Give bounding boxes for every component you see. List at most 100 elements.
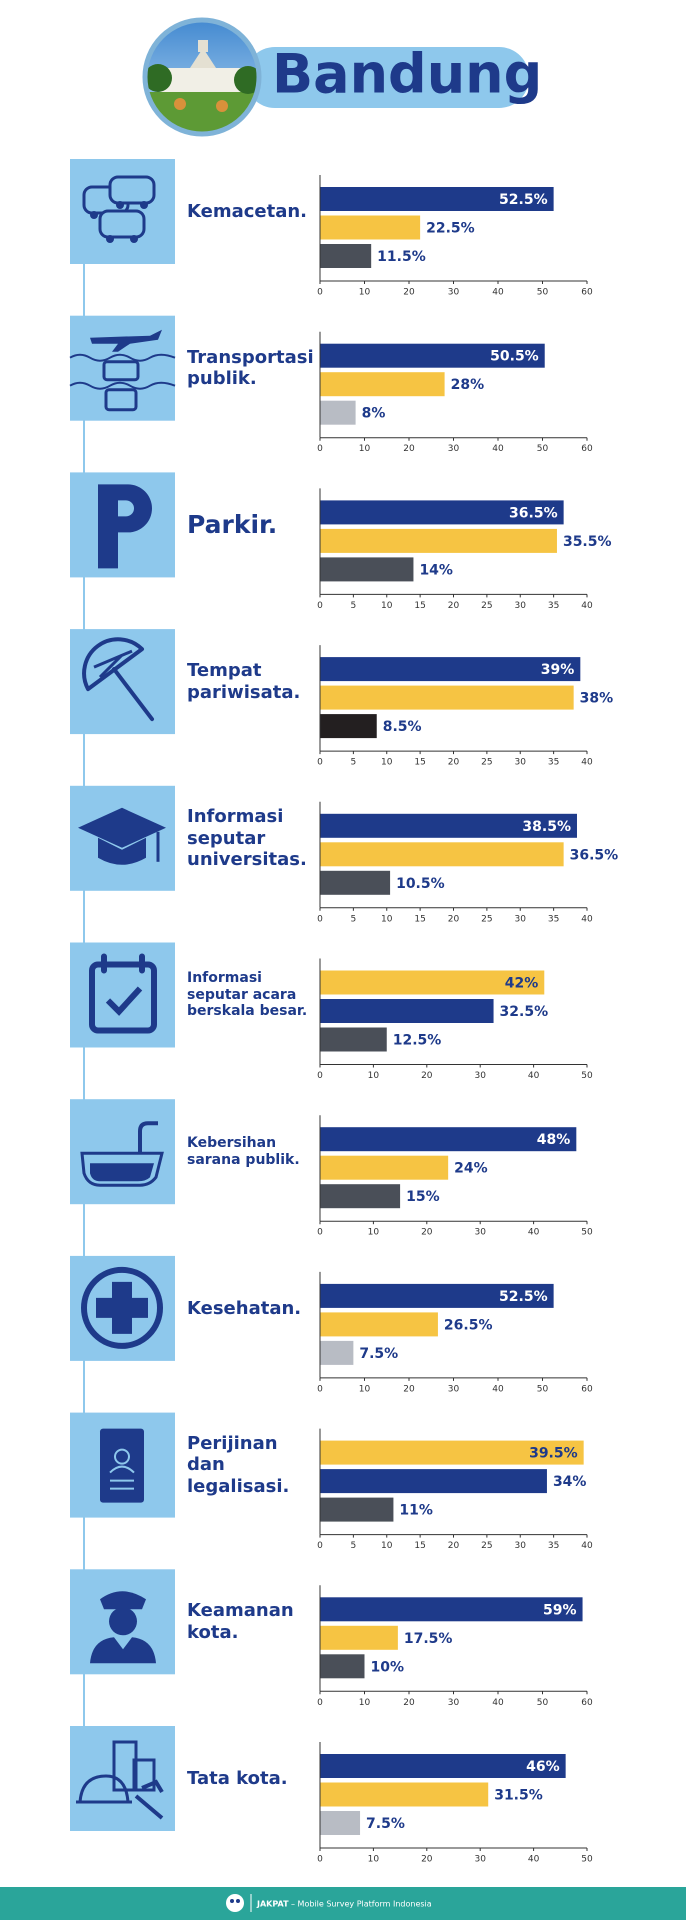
- x-tick-label: 50: [537, 1698, 549, 1708]
- x-tick-label: 25: [481, 758, 492, 768]
- x-tick-label: 10: [359, 1384, 371, 1394]
- x-tick-label: 50: [581, 1855, 593, 1865]
- bar-label: 28%: [451, 377, 485, 393]
- bar-label: 7.5%: [366, 1816, 405, 1832]
- bar: [320, 1184, 401, 1209]
- bar-label: 14%: [419, 562, 453, 578]
- x-tick-label: 15: [414, 914, 425, 924]
- bar-label: 17.5%: [404, 1631, 453, 1647]
- x-tick-label: 10: [381, 1541, 393, 1551]
- bar-label: 26.5%: [444, 1317, 493, 1333]
- bar: [320, 187, 554, 211]
- x-tick-label: 20: [403, 1698, 415, 1708]
- icon: [90, 1591, 156, 1664]
- x-tick-label: 40: [492, 1698, 504, 1708]
- icon: [76, 1740, 164, 1820]
- icon-part: [105, 986, 143, 1016]
- bar-label: 11.5%: [377, 249, 426, 265]
- x-tick-label: 20: [403, 444, 415, 454]
- x-tick-label: 30: [474, 1071, 486, 1081]
- bar-label: 12.5%: [393, 1033, 442, 1049]
- icon-part: [140, 201, 148, 209]
- x-tick-label: 10: [359, 1698, 371, 1708]
- icon-part: [100, 1591, 146, 1610]
- bar-label: 15%: [406, 1189, 440, 1205]
- icon-part: [130, 235, 138, 243]
- x-tick-label: 40: [528, 1855, 540, 1865]
- x-tick-label: 40: [581, 601, 593, 611]
- x-tick-label: 20: [448, 601, 460, 611]
- icon-part: [81, 1266, 163, 1349]
- icon-part: [138, 1121, 158, 1154]
- bar-label: 35.5%: [563, 534, 612, 550]
- bar: [320, 1754, 566, 1778]
- bar: [320, 244, 372, 268]
- x-tick-label: 40: [492, 444, 504, 454]
- x-tick-label: 40: [581, 914, 593, 924]
- x-tick-label: 40: [528, 1071, 540, 1081]
- icon: [69, 329, 176, 412]
- bar: [320, 500, 564, 525]
- x-tick-label: 30: [515, 914, 527, 924]
- bar-label: 46%: [526, 1759, 560, 1775]
- chart-title: Parkir.: [187, 509, 278, 539]
- x-tick-label: 40: [492, 288, 504, 298]
- x-tick-label: 15: [414, 758, 425, 768]
- x-tick-label: 35: [548, 601, 559, 611]
- bar-label: 39.5%: [529, 1446, 578, 1462]
- x-tick-label: 30: [515, 758, 527, 768]
- x-tick-label: 5: [351, 601, 357, 611]
- bar: [320, 1782, 489, 1807]
- bar: [320, 343, 545, 368]
- chart-title: Kesehatan.: [187, 1297, 302, 1319]
- icon-part: [116, 201, 124, 209]
- x-tick-label: 50: [537, 1384, 549, 1394]
- x-tick-label: 30: [515, 601, 527, 611]
- x-tick-label: 10: [381, 758, 393, 768]
- title-pill: [245, 47, 529, 108]
- bar-label: 31.5%: [494, 1788, 543, 1804]
- x-tick-label: 15: [414, 601, 425, 611]
- icon-part: [90, 329, 162, 352]
- x-tick-label: 40: [581, 1541, 593, 1551]
- icon-part: [96, 1281, 148, 1334]
- bar-label: 36.5%: [509, 505, 558, 521]
- x-tick-label: 0: [317, 758, 323, 768]
- x-tick-label: 10: [359, 444, 371, 454]
- bar: [320, 1155, 449, 1180]
- bar-label: 24%: [454, 1161, 488, 1177]
- icon-part: [102, 360, 140, 382]
- bar-label: 22.5%: [426, 221, 475, 237]
- bar-label: 50.5%: [490, 349, 539, 365]
- bar-label: 48%: [537, 1132, 571, 1148]
- icon-part: [93, 649, 133, 679]
- chart-title: Transportasi publik.: [187, 346, 314, 390]
- bar: [320, 528, 557, 553]
- bar: [320, 1027, 387, 1052]
- bar: [320, 1597, 583, 1622]
- icon-part: [108, 175, 156, 205]
- icon-part: [109, 1465, 135, 1490]
- x-tick-label: 0: [317, 601, 323, 611]
- bar-label: 38%: [580, 691, 614, 707]
- footer-logo: [226, 1894, 244, 1912]
- x-tick-label: 30: [515, 1541, 527, 1551]
- bar: [320, 1654, 365, 1679]
- x-tick-label: 0: [317, 444, 323, 454]
- x-tick-label: 20: [448, 1541, 460, 1551]
- x-tick-label: 20: [403, 1384, 415, 1394]
- bar: [320, 400, 356, 425]
- chart-title: Kebersihan sarana publik.: [187, 1134, 300, 1168]
- icon-part: [132, 1758, 156, 1792]
- bar-label: 34%: [553, 1474, 587, 1490]
- x-tick-label: 40: [581, 758, 593, 768]
- icon: [78, 807, 166, 865]
- icon: [82, 175, 156, 243]
- icon-part: [106, 235, 114, 243]
- icon-part: [78, 807, 166, 848]
- chart-title: Kemacetan.: [187, 200, 308, 222]
- x-tick-label: 60: [581, 444, 593, 454]
- bar: [320, 1127, 577, 1152]
- x-tick-label: 50: [581, 1071, 593, 1081]
